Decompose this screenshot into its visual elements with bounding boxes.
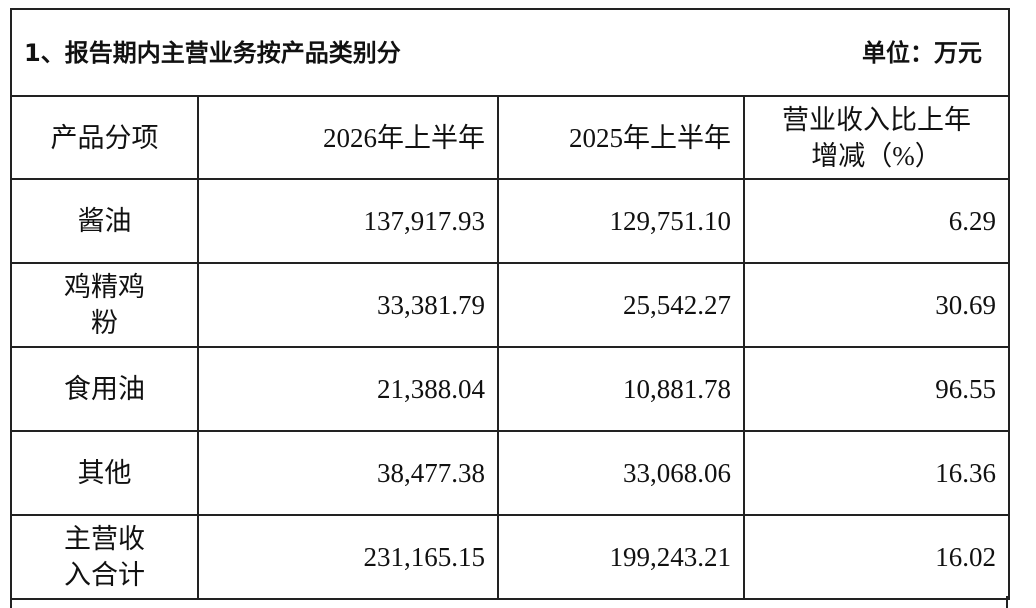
header-cell: 2026年上半年 (197, 95, 499, 180)
table: 1、报告期内主营业务按产品类别分 单位：万元 产品分项 2026年上半年 2025年… (9, 8, 1011, 600)
table-continuation (10, 596, 1008, 608)
value-cell: 96.55 (742, 346, 1011, 432)
value-cell: 231,165.15 (197, 514, 499, 600)
row-label: 其他 (10, 430, 199, 516)
value-cell: 33,381.79 (197, 262, 499, 348)
value-cell: 33,068.06 (497, 430, 745, 516)
title: 1、报告期内主营业务按产品类别分 (24, 38, 401, 67)
title-cell: 1、报告期内主营业务按产品类别分 单位：万元 (9, 8, 1011, 97)
row-label: 鸡精鸡粉 (10, 262, 199, 348)
value-cell: 10,881.78 (497, 346, 745, 432)
unit: 单位：万元 (862, 38, 983, 67)
header-cell: 产品分项 (10, 95, 199, 180)
header-row: 产品分项 2026年上半年 2025年上半年 营业收入比上年增减（%） (10, 95, 1011, 180)
data-row: 其他 38,477.38 33,068.06 16.36 (10, 430, 1011, 516)
row-label: 酱油 (10, 178, 199, 264)
value-cell: 25,542.27 (497, 262, 745, 348)
value-cell: 21,388.04 (197, 346, 499, 432)
value-cell: 38,477.38 (197, 430, 499, 516)
data-row: 食用油 21,388.04 10,881.78 96.55 (10, 346, 1011, 432)
data-row: 酱油 137,917.93 129,751.10 6.29 (10, 178, 1011, 264)
report-table: 1、报告期内主营业务按产品类别分 单位：万元 产品分项 2026年上半年 2025年… (9, 8, 1011, 600)
value-cell: 199,243.21 (497, 514, 745, 600)
title-row: 1、报告期内主营业务按产品类别分 单位：万元 (9, 8, 1011, 97)
value-cell: 16.36 (742, 430, 1011, 516)
data-row: 鸡精鸡粉 33,381.79 25,542.27 30.69 (10, 262, 1011, 348)
value-cell: 30.69 (742, 262, 1011, 348)
value-cell: 129,751.10 (497, 178, 745, 264)
header-cell: 营业收入比上年增减（%） (742, 95, 1011, 180)
header-cell: 2025年上半年 (497, 95, 745, 180)
value-cell: 16.02 (742, 514, 1011, 600)
value-cell: 6.29 (742, 178, 1011, 264)
value-cell: 137,917.93 (197, 178, 499, 264)
row-label: 主营收入合计 (10, 514, 199, 600)
data-row: 主营收入合计 231,165.15 199,243.21 16.02 (10, 514, 1011, 600)
row-label: 食用油 (10, 346, 199, 432)
